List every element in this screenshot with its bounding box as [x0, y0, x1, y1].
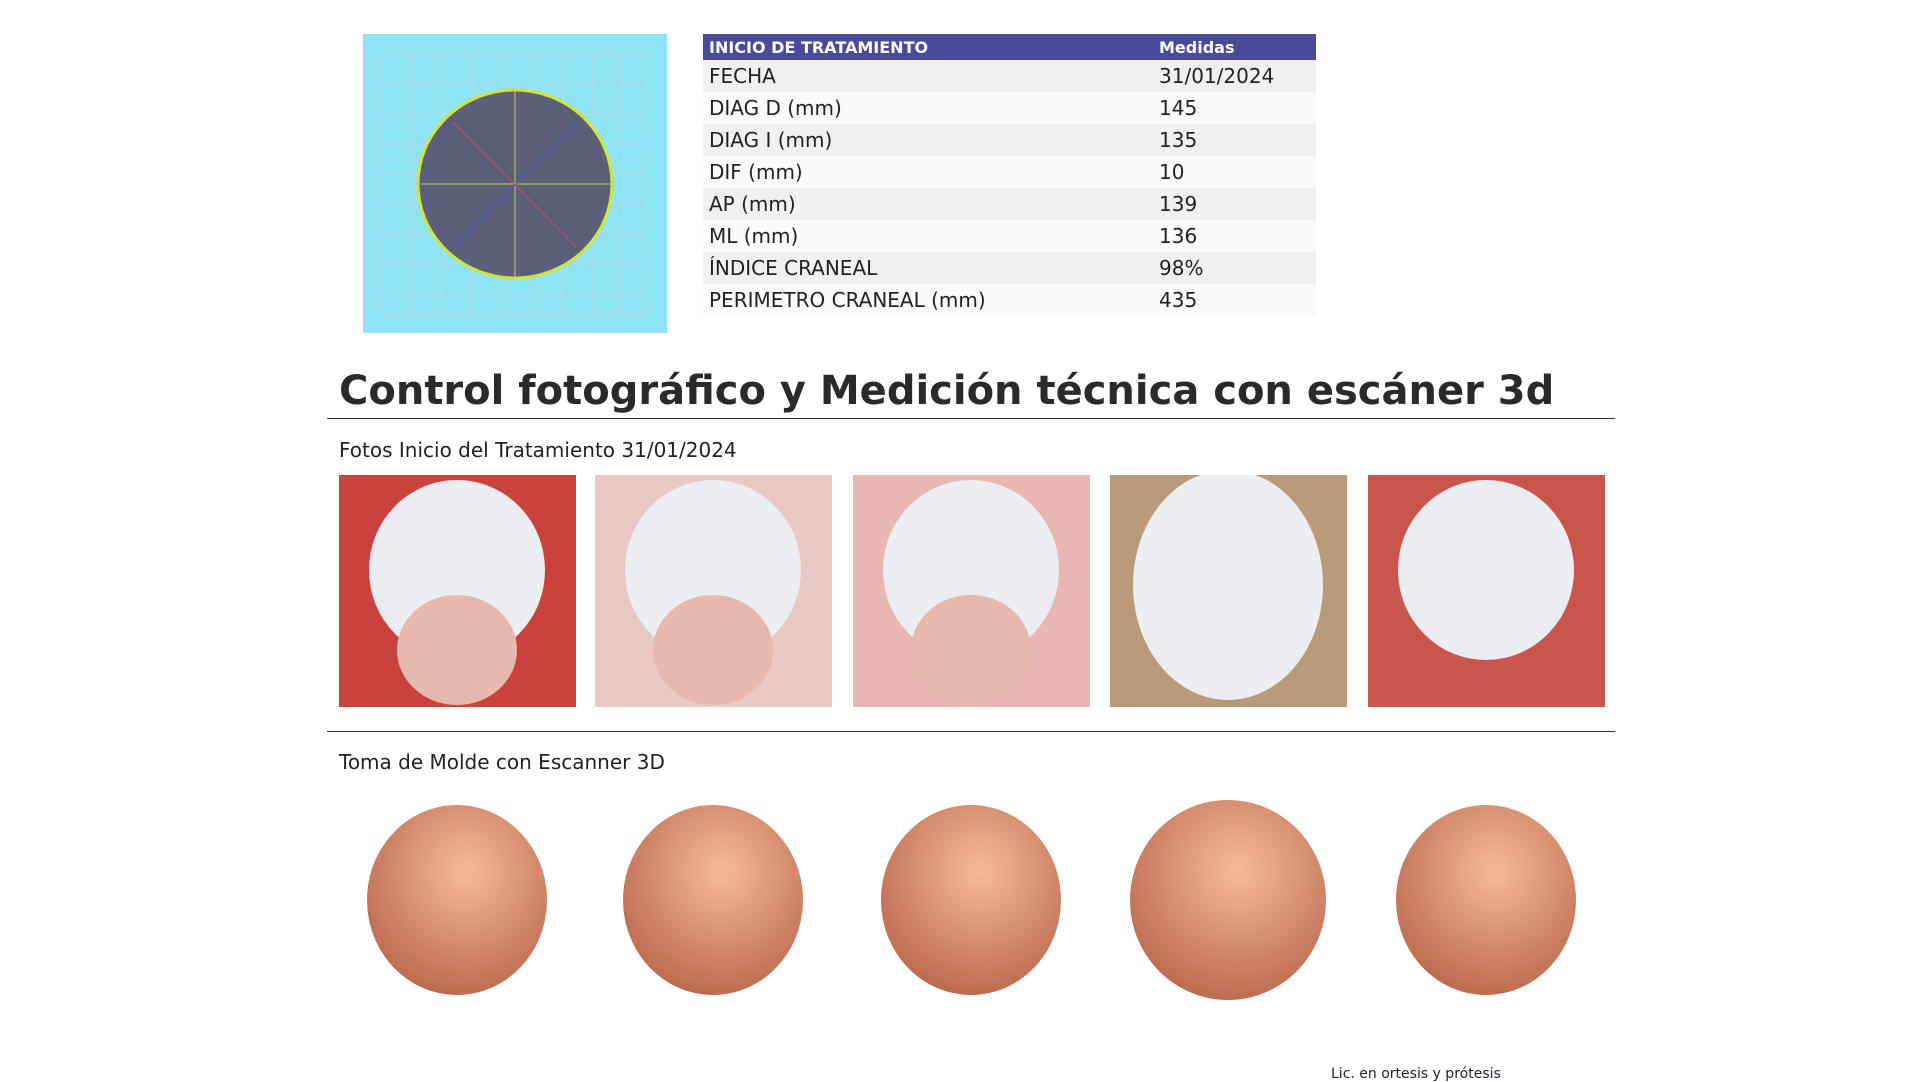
photo	[1368, 475, 1605, 707]
row: DIAG I (mm) 135	[703, 124, 1316, 156]
signature: Lic. en ortesis y prótesis	[1331, 1066, 1501, 1082]
row: ÍNDICE CRANEAL 98%	[703, 252, 1316, 284]
scans-caption: Toma de Molde con Escanner 3D	[339, 750, 665, 774]
scan-model	[623, 805, 803, 995]
divider	[327, 418, 1615, 419]
cell: 135	[1153, 124, 1316, 156]
cell: 139	[1153, 188, 1316, 220]
cell: 145	[1153, 92, 1316, 124]
header-cell: Medidas	[1153, 34, 1316, 60]
measurements-table: INICIO DE TRATAMIENTO Medidas FECHA 31/01/2…	[703, 34, 1316, 316]
header-cell: INICIO DE TRATAMIENTO	[703, 34, 1153, 60]
row: FECHA 31/01/2024	[703, 60, 1316, 92]
cell: ÍNDICE CRANEAL	[703, 252, 1153, 284]
cell: 136	[1153, 220, 1316, 252]
scan-model	[881, 805, 1061, 995]
divider	[327, 731, 1615, 732]
row: DIAG D (mm) 145	[703, 92, 1316, 124]
photo	[595, 475, 832, 707]
photo	[339, 475, 576, 707]
cell: 435	[1153, 284, 1316, 316]
cell: DIF (mm)	[703, 156, 1153, 188]
photos-caption: Fotos Inicio del Tratamiento 31/01/2024	[339, 438, 737, 462]
row: ML (mm) 136	[703, 220, 1316, 252]
cell: AP (mm)	[703, 188, 1153, 220]
scan-model	[1130, 800, 1326, 1000]
header-row: INICIO DE TRATAMIENTO Medidas	[703, 34, 1316, 60]
cell: DIAG D (mm)	[703, 92, 1153, 124]
cell: ML (mm)	[703, 220, 1153, 252]
scan-image	[363, 34, 667, 333]
photo	[1110, 475, 1347, 707]
row: AP (mm) 139	[703, 188, 1316, 220]
cell: DIAG I (mm)	[703, 124, 1153, 156]
row: DIF (mm) 10	[703, 156, 1316, 188]
photo	[853, 475, 1090, 707]
cell: 98%	[1153, 252, 1316, 284]
scan-model	[1396, 805, 1576, 995]
row: PERIMETRO CRANEAL (mm) 435	[703, 284, 1316, 316]
cell: PERIMETRO CRANEAL (mm)	[703, 284, 1153, 316]
cell: 10	[1153, 156, 1316, 188]
cell: 31/01/2024	[1153, 60, 1316, 92]
cell: FECHA	[703, 60, 1153, 92]
scan-model	[367, 805, 547, 995]
section-title: Control fotográfico y Medición técnica c…	[339, 368, 1555, 414]
